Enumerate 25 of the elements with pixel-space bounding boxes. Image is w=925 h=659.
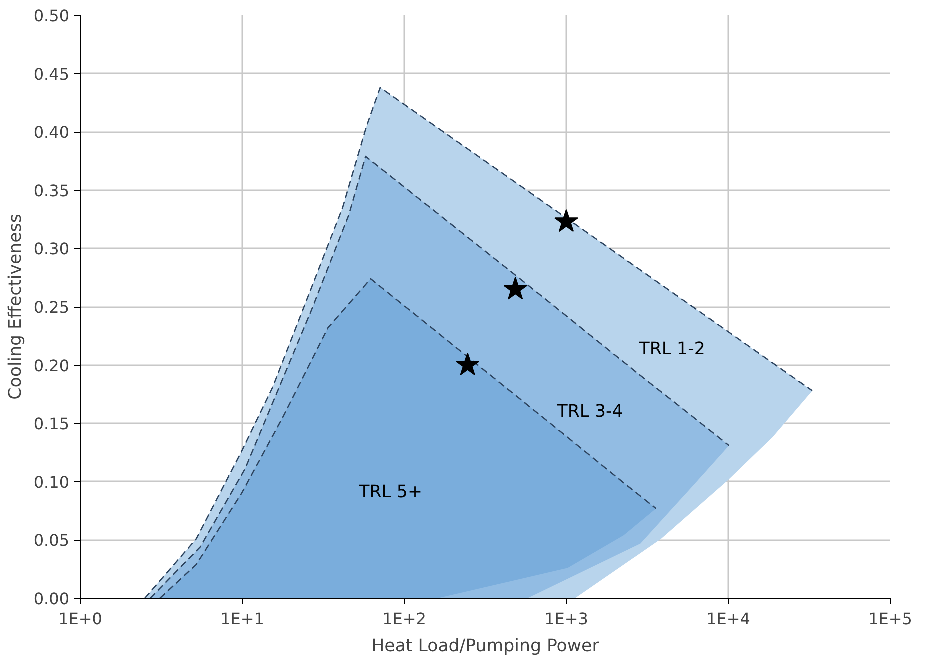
x-tick-label: 1E+4 [706, 610, 750, 628]
annotation: TRL 1-2 [638, 339, 706, 360]
y-tick-label: 0.45 [34, 64, 70, 84]
y-tick-label: 0.15 [34, 414, 70, 434]
y-tick-label: 0.35 [34, 181, 70, 200]
y-tick-label: 0.50 [34, 6, 70, 26]
y-tick-label: 0.25 [34, 298, 70, 317]
y-tick-label: 0.05 [34, 531, 70, 550]
annotation: TRL 5+ [358, 482, 422, 502]
x-tick-label: 1E+5 [868, 610, 912, 628]
annotation: TRL 3-4 [556, 402, 624, 422]
y-tick-label: 0.10 [34, 472, 70, 492]
point [504, 277, 528, 300]
x-tick-label: 1E+3 [544, 610, 588, 628]
y-axis-title: Cooling Effectiveness [6, 214, 26, 400]
x-tick-label: 1E+2 [382, 610, 426, 628]
point [554, 209, 578, 232]
x-axis-title: Heat Load/Pumping Power [372, 636, 600, 656]
x-tick-label: 1E+0 [58, 610, 102, 628]
point [456, 352, 480, 376]
y-tick-label: 0.20 [34, 356, 70, 376]
y-tick-label: 0.40 [34, 123, 70, 142]
y-tick-label: 0.00 [34, 590, 70, 608]
y-tick-label: 0.30 [34, 240, 70, 259]
x-tick-label: 1E+1 [220, 610, 264, 628]
